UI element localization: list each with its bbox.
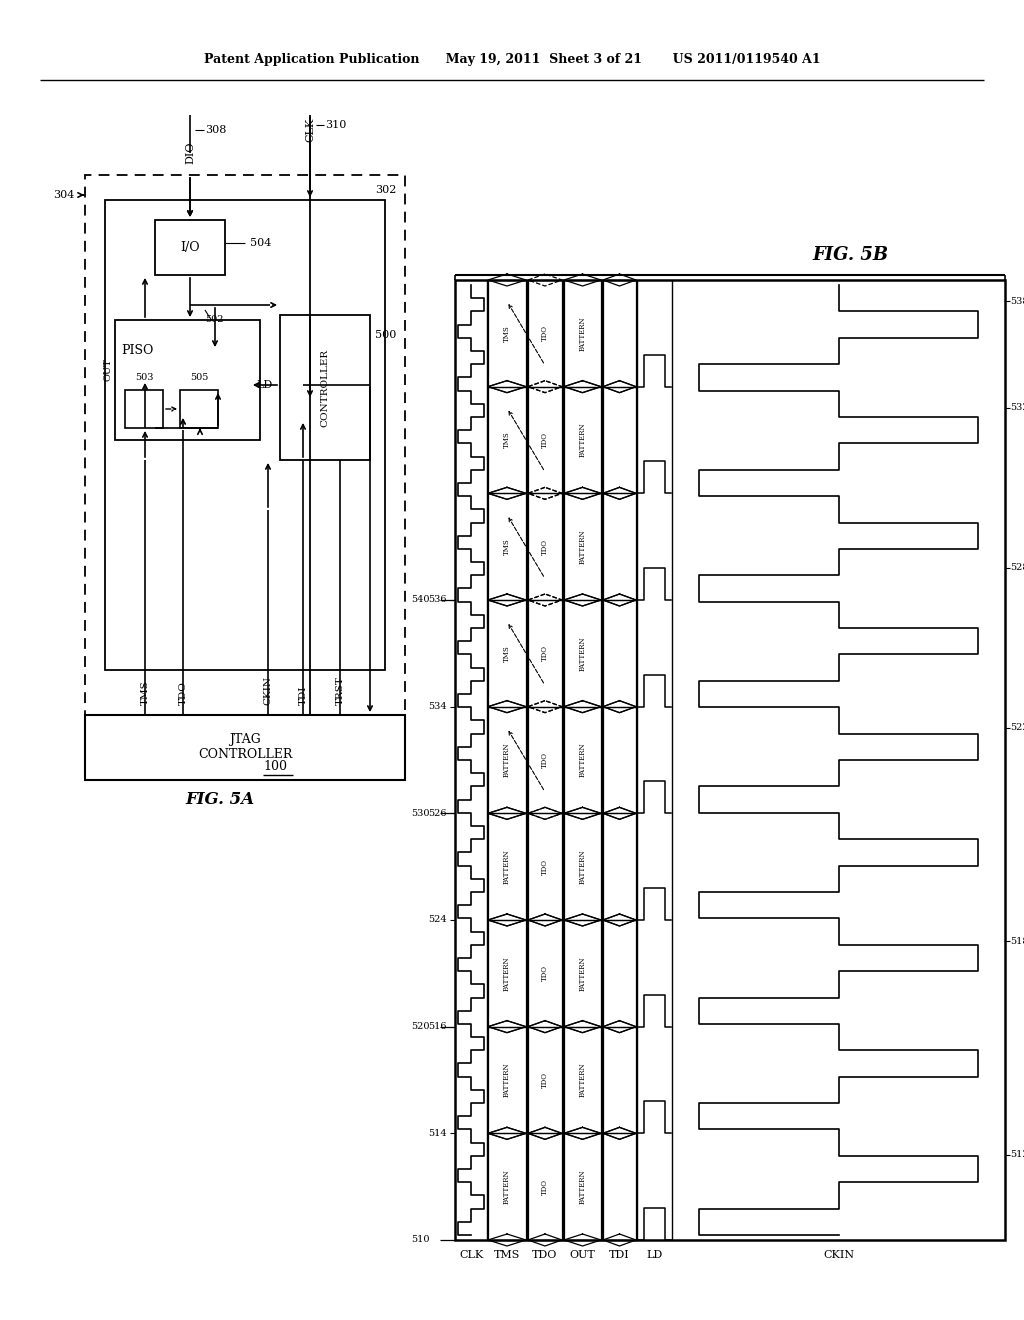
Text: 304: 304 bbox=[53, 190, 75, 201]
Text: 538: 538 bbox=[1010, 297, 1024, 306]
Text: 302: 302 bbox=[376, 185, 397, 195]
Bar bbox=[115, 319, 260, 440]
Text: FIG. 5A: FIG. 5A bbox=[185, 792, 255, 808]
Text: TDI: TDI bbox=[299, 685, 307, 705]
Text: 502: 502 bbox=[205, 315, 223, 325]
Text: TDI: TDI bbox=[609, 1250, 630, 1261]
Text: PATTERN: PATTERN bbox=[579, 1063, 587, 1097]
Text: TDO: TDO bbox=[541, 752, 549, 768]
Text: I/O: I/O bbox=[180, 242, 200, 253]
Text: PATTERN: PATTERN bbox=[503, 849, 511, 884]
Text: CKIN: CKIN bbox=[263, 676, 272, 705]
Text: TDO: TDO bbox=[541, 539, 549, 554]
Text: TDO: TDO bbox=[178, 681, 187, 705]
Text: CLK: CLK bbox=[459, 1250, 483, 1261]
Text: 522: 522 bbox=[1010, 723, 1024, 733]
Text: TMS: TMS bbox=[494, 1250, 520, 1261]
Text: TDO: TDO bbox=[541, 325, 549, 342]
Bar bbox=[105, 201, 385, 671]
Text: 510: 510 bbox=[412, 1236, 430, 1245]
Text: PATTERN: PATTERN bbox=[579, 849, 587, 884]
Text: OUT: OUT bbox=[569, 1250, 595, 1261]
Text: PATTERN: PATTERN bbox=[579, 743, 587, 777]
Text: TDO: TDO bbox=[532, 1250, 558, 1261]
Text: PATTERN: PATTERN bbox=[579, 956, 587, 990]
Text: 512: 512 bbox=[1010, 1150, 1024, 1159]
Text: DIO: DIO bbox=[185, 141, 195, 164]
Text: TDO: TDO bbox=[541, 645, 549, 661]
Text: PATTERN: PATTERN bbox=[503, 743, 511, 777]
Text: 532: 532 bbox=[1010, 404, 1024, 412]
Bar bbox=[85, 176, 406, 715]
Text: CKIN: CKIN bbox=[823, 1250, 854, 1261]
Text: 514: 514 bbox=[428, 1129, 447, 1138]
Text: TMS: TMS bbox=[503, 645, 511, 661]
Bar bbox=[455, 280, 1005, 1239]
Text: TDO: TDO bbox=[541, 432, 549, 447]
Bar bbox=[180, 389, 218, 428]
Text: TMS: TMS bbox=[503, 432, 511, 449]
Text: 530: 530 bbox=[412, 809, 430, 818]
Text: PATTERN: PATTERN bbox=[503, 1170, 511, 1204]
Text: LD: LD bbox=[257, 380, 273, 389]
Bar bbox=[125, 389, 163, 428]
Text: PATTERN: PATTERN bbox=[579, 315, 587, 351]
Text: PATTERN: PATTERN bbox=[579, 636, 587, 671]
Text: 540: 540 bbox=[412, 595, 430, 605]
Text: PATTERN: PATTERN bbox=[503, 1063, 511, 1097]
Text: FIG. 5B: FIG. 5B bbox=[812, 246, 888, 264]
Text: TMS: TMS bbox=[503, 539, 511, 554]
Text: 308: 308 bbox=[205, 125, 226, 135]
Text: 100: 100 bbox=[263, 760, 287, 774]
Text: TDO: TDO bbox=[541, 1179, 549, 1195]
Bar bbox=[280, 315, 370, 459]
Text: 520: 520 bbox=[412, 1022, 430, 1031]
Text: TMS: TMS bbox=[503, 325, 511, 342]
Text: OUT: OUT bbox=[103, 359, 113, 381]
Text: 310: 310 bbox=[325, 120, 346, 129]
Text: 526: 526 bbox=[428, 809, 447, 818]
Text: CONTROLLER: CONTROLLER bbox=[321, 348, 330, 426]
Text: TDO: TDO bbox=[541, 965, 549, 981]
Text: 516: 516 bbox=[428, 1022, 447, 1031]
Text: 528: 528 bbox=[1010, 564, 1024, 573]
Text: 536: 536 bbox=[428, 595, 447, 605]
Text: CLK: CLK bbox=[305, 117, 315, 143]
Text: Patent Application Publication      May 19, 2011  Sheet 3 of 21       US 2011/01: Patent Application Publication May 19, 2… bbox=[204, 54, 820, 66]
Bar bbox=[155, 220, 225, 275]
Text: PATTERN: PATTERN bbox=[579, 1170, 587, 1204]
Text: 524: 524 bbox=[428, 916, 447, 924]
Text: 503: 503 bbox=[135, 374, 154, 383]
Text: CONTROLLER: CONTROLLER bbox=[198, 748, 292, 762]
Text: PISO: PISO bbox=[121, 343, 154, 356]
Text: JTAG: JTAG bbox=[229, 734, 261, 747]
Text: 505: 505 bbox=[189, 374, 208, 383]
Text: PATTERN: PATTERN bbox=[503, 956, 511, 990]
Bar bbox=[85, 715, 406, 780]
Text: 504: 504 bbox=[250, 238, 271, 248]
Text: LD: LD bbox=[646, 1250, 663, 1261]
Text: PATTERN: PATTERN bbox=[579, 529, 587, 564]
Text: TDO: TDO bbox=[541, 1072, 549, 1088]
Text: 500: 500 bbox=[375, 330, 396, 341]
Text: TDO: TDO bbox=[541, 859, 549, 875]
Text: TRST: TRST bbox=[336, 676, 344, 705]
Text: TMS: TMS bbox=[140, 680, 150, 705]
Text: 518: 518 bbox=[1010, 937, 1024, 946]
Text: 534: 534 bbox=[428, 702, 447, 711]
Text: PATTERN: PATTERN bbox=[579, 422, 587, 457]
